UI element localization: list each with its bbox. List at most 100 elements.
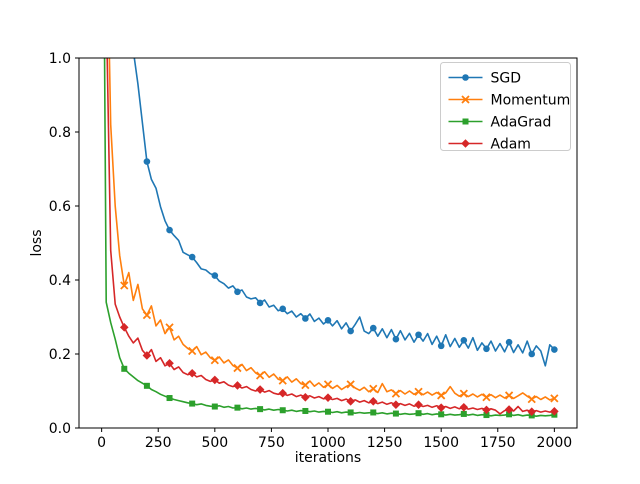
diamond-marker-adam (165, 358, 174, 368)
legend-label: Adam (491, 137, 531, 153)
circle-marker-sgd (143, 158, 151, 165)
square-marker-legend (462, 118, 469, 125)
square-marker-adagrad (370, 409, 377, 416)
x-marker-momentum (233, 363, 242, 373)
diamond-marker-adam (210, 375, 220, 385)
x-marker-momentum (414, 387, 423, 396)
square-marker-adagrad (460, 410, 467, 417)
circle-marker-sgd (369, 324, 377, 332)
circle-marker-sgd (505, 338, 513, 346)
circle-marker-sgd (392, 335, 400, 343)
x-marker-momentum (346, 380, 355, 389)
circle-marker-sgd (256, 299, 264, 307)
x-tick-label: 1750 (480, 435, 516, 451)
circle-marker-sgd (551, 346, 558, 353)
y-axis-label: loss (29, 229, 45, 256)
square-marker-adagrad (121, 365, 128, 372)
legend-item-adam: Adam (448, 137, 531, 153)
diamond-marker-adam (119, 323, 129, 332)
circle-marker-sgd (324, 317, 332, 324)
circle-marker-sgd (347, 327, 354, 335)
diamond-marker-adam (233, 381, 242, 390)
x-marker-momentum (437, 391, 446, 400)
y-tick-label: 0.4 (49, 273, 71, 289)
legend-item-adagrad: AdaGrad (448, 115, 551, 131)
square-marker-adagrad (166, 395, 173, 402)
x-marker-momentum (142, 311, 152, 320)
diamond-marker-adam (504, 405, 514, 414)
square-marker-adagrad (211, 403, 218, 410)
square-marker-adagrad (438, 411, 445, 418)
x-axis-label: iterations (295, 450, 361, 466)
y-tick-label: 1.0 (49, 51, 71, 67)
x-marker-momentum (255, 371, 265, 380)
diamond-marker-adam (459, 402, 469, 412)
diamond-marker-adam (391, 400, 401, 409)
x-marker-momentum (527, 395, 536, 404)
diamond-marker-adam (436, 403, 446, 412)
diamond-marker-legend (461, 139, 470, 148)
square-marker-adagrad (506, 411, 513, 418)
y-tick-label: 0.2 (49, 347, 71, 363)
x-marker-momentum (188, 346, 197, 356)
x-tick-label: 0 (97, 435, 106, 451)
x-marker-momentum (369, 384, 378, 393)
circle-marker-sgd (437, 342, 445, 350)
x-marker-momentum (323, 380, 333, 389)
square-marker-adagrad (302, 407, 309, 414)
y-axis-ticks: 0.0 0.2 0.4 0.6 0.8 1.0 (49, 51, 79, 437)
x-tick-label: 500 (201, 435, 228, 451)
square-marker-adagrad (392, 410, 399, 417)
x-tick-label: 2000 (537, 435, 573, 451)
legend: SGD Momentum AdaGrad Adam (440, 62, 571, 153)
square-marker-adagrad (234, 404, 241, 411)
diamond-marker-adam (187, 368, 197, 378)
x-marker-momentum (301, 380, 310, 390)
square-marker-adagrad (325, 408, 331, 415)
circle-marker-sgd (279, 305, 287, 313)
circle-marker-sgd (234, 288, 241, 296)
diamond-marker-adam (301, 392, 310, 402)
x-marker-momentum (278, 376, 287, 385)
x-marker-momentum (210, 356, 219, 365)
series-momentum (108, 58, 559, 404)
circle-marker-sgd (211, 272, 219, 279)
circle-marker-sgd (528, 350, 536, 358)
square-marker-adagrad (347, 409, 354, 416)
circle-marker-sgd (415, 331, 422, 339)
square-marker-adagrad (257, 406, 264, 413)
circle-marker-sgd (166, 226, 173, 234)
x-tick-label: 250 (145, 435, 172, 451)
legend-label: Momentum (491, 93, 571, 109)
diamond-marker-adam (482, 405, 491, 415)
x-tick-label: 1250 (367, 435, 403, 451)
circle-marker-sgd (302, 315, 309, 322)
square-marker-adagrad (143, 382, 150, 389)
diamond-marker-adam (346, 397, 355, 406)
series-layer (103, 58, 559, 419)
diamond-marker-adam (255, 385, 265, 394)
x-marker-legend (461, 95, 470, 104)
x-marker-momentum (391, 389, 401, 398)
legend-item-sgd: SGD (448, 71, 522, 87)
x-marker-momentum (459, 389, 468, 398)
diamond-marker-adam (368, 397, 378, 406)
circle-marker-sgd (460, 337, 468, 344)
x-marker-momentum (504, 391, 514, 400)
series-adam (106, 58, 559, 417)
diamond-marker-adam (527, 407, 537, 417)
square-marker-adagrad (483, 412, 490, 419)
x-tick-label: 1500 (423, 435, 459, 451)
x-tick-label: 1000 (310, 435, 346, 451)
x-marker-momentum (550, 394, 559, 403)
square-marker-adagrad (279, 407, 286, 414)
circle-marker-sgd (483, 345, 490, 353)
circle-marker-sgd (188, 253, 196, 261)
legend-label: SGD (491, 71, 522, 87)
diamond-marker-adam (278, 388, 288, 398)
x-marker-momentum (482, 393, 491, 402)
diamond-marker-adam (414, 400, 423, 409)
diamond-marker-adam (323, 393, 333, 402)
circle-marker-legend (462, 74, 469, 81)
